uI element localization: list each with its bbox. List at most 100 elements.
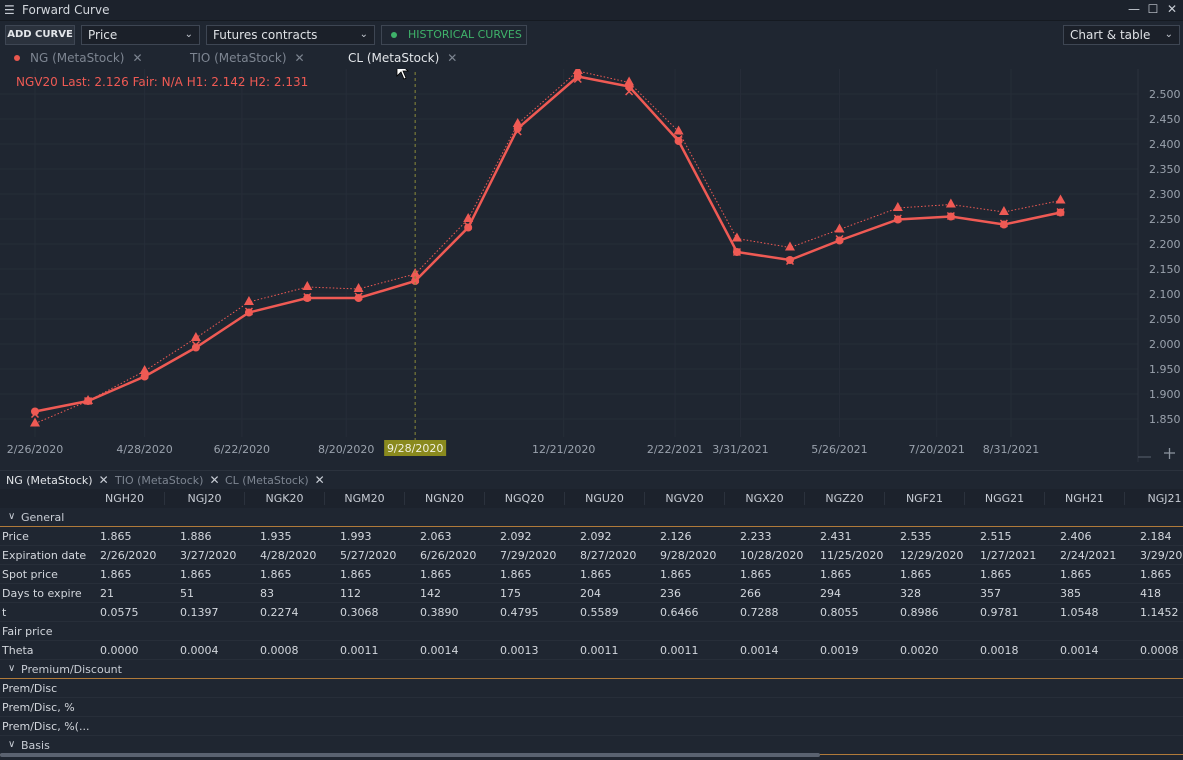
column-header[interactable]: NGN20 (405, 492, 485, 505)
y-tick-label: 2.250 (1149, 213, 1181, 226)
data-point-triangle (673, 125, 684, 135)
table-cell: 1.865 (500, 568, 532, 581)
row-label: Days to expire (2, 587, 82, 600)
hamburger-menu-icon[interactable]: ☰ (4, 3, 15, 17)
row-expiration: Expiration date 2/26/2020 3/27/2020 4/28/20… (0, 546, 1183, 565)
data-point-circle (31, 407, 39, 416)
column-header[interactable]: NGH20 (85, 492, 165, 505)
table-cell: 142 (420, 587, 441, 600)
chevron-down-icon[interactable]: ∨ (8, 663, 16, 674)
data-point-triangle (463, 213, 474, 222)
data-point-triangle (892, 202, 903, 211)
price-select[interactable]: Price ⌄ (81, 25, 200, 45)
add-curve-button[interactable]: ADD CURVE (5, 25, 75, 45)
table-cell: 5/27/2020 (340, 549, 397, 562)
table-cell: 0.0011 (580, 644, 619, 657)
tab-cl-metastock[interactable]: CL (MetaStock) ✕ (348, 51, 457, 65)
table-cell: 0.0575 (100, 606, 139, 619)
table-cell: 0.3890 (420, 606, 459, 619)
y-tick-label: 2.500 (1149, 88, 1181, 101)
table-tab-tio[interactable]: TIO (MetaStock) ✕ (115, 473, 220, 487)
y-tick-label: 2.000 (1149, 338, 1181, 351)
table-cell: 1.865 (580, 568, 612, 581)
tab-label: TIO (MetaStock) (190, 51, 287, 65)
table-cell: 0.0014 (740, 644, 779, 657)
chevron-down-icon: ⌄ (1164, 29, 1173, 40)
contracts-select[interactable]: Futures contracts ⌄ (206, 25, 375, 45)
column-header[interactable]: NGJ20 (165, 492, 245, 505)
column-header[interactable]: NGX20 (725, 492, 805, 505)
data-point-triangle (784, 241, 795, 251)
column-header[interactable]: NGG21 (965, 492, 1045, 505)
row-fair: Fair price (0, 622, 1183, 641)
row-price: Price 1.865 1.886 1.935 1.993 2.063 2.092 2.092… (0, 527, 1183, 546)
column-header[interactable]: NGK20 (245, 492, 325, 505)
x-tick-label: 8/31/2021 (983, 443, 1039, 456)
close-tab-icon[interactable]: ✕ (98, 473, 109, 487)
column-header[interactable]: NGZ20 (805, 492, 885, 505)
y-tick-label: 2.300 (1149, 188, 1181, 201)
data-point-triangle (945, 198, 956, 208)
data-point-triangle (190, 332, 201, 341)
series-dot-icon (14, 55, 20, 61)
data-point-triangle (731, 232, 742, 242)
table-tab-cl[interactable]: CL (MetaStock) ✕ (225, 473, 325, 487)
y-tick-label: 1.850 (1149, 413, 1181, 426)
column-header[interactable]: NGM20 (325, 492, 405, 505)
section-label: General (21, 511, 65, 524)
view-select-value: Chart & table (1070, 28, 1151, 42)
table-cell: 357 (980, 587, 1001, 600)
close-icon[interactable]: ✕ (1166, 2, 1178, 16)
maximize-icon[interactable]: ☐ (1147, 2, 1159, 16)
table-cell: 1.1452 (1140, 606, 1179, 619)
title-bar: ☰ Forward Curve — ☐ ✕ (0, 0, 1183, 21)
close-tab-icon[interactable]: ✕ (447, 51, 458, 65)
table-cell: 3/27/2020 (180, 549, 237, 562)
table-cell: 4/28/2020 (260, 549, 317, 562)
chevron-down-icon[interactable]: ∨ (8, 511, 16, 522)
close-tab-icon[interactable]: ✕ (132, 51, 143, 65)
section-premium-discount[interactable]: ∨ Premium/Discount (0, 660, 1183, 679)
forward-curve-chart[interactable]: 1.850 1.900 1.950 2.000 2.050 2.100 2.150 2.200… (0, 69, 1183, 462)
table-cell: 1.0548 (1060, 606, 1099, 619)
section-general[interactable]: ∨ General (0, 508, 1183, 527)
table-cell: 1/27/2021 (980, 549, 1037, 562)
table-cell: 2.431 (820, 530, 852, 543)
table-cell: 0.2274 (260, 606, 299, 619)
data-point-x (513, 127, 522, 136)
minimize-icon[interactable]: — (1128, 2, 1140, 16)
column-header[interactable]: NGU20 (565, 492, 645, 505)
data-point-x (244, 307, 253, 316)
horizontal-scrollbar[interactable] (0, 753, 820, 757)
y-tick-label: 1.950 (1149, 363, 1181, 376)
historical-curves-button[interactable]: HISTORICAL CURVES (381, 25, 527, 45)
column-header[interactable]: NGQ20 (485, 492, 565, 505)
table-cell: 1.865 (980, 568, 1012, 581)
y-tick-label: 2.150 (1149, 263, 1181, 276)
tab-label: NG (MetaStock) (30, 51, 125, 65)
close-tab-icon[interactable]: ✕ (314, 473, 325, 487)
table-cell: 9/28/2020 (660, 549, 717, 562)
y-tick-label: 1.900 (1149, 388, 1181, 401)
tab-tio-metastock[interactable]: TIO (MetaStock) ✕ (190, 51, 305, 65)
table-header: NGH20 NGJ20 NGK20 NGM20 NGN20 NGQ20 NGU20 NGV20… (0, 489, 1183, 508)
column-header[interactable]: NGF21 (885, 492, 965, 505)
row-label: Fair price (2, 625, 53, 638)
close-tab-icon[interactable]: ✕ (209, 473, 220, 487)
data-point-triangle (572, 69, 583, 74)
close-tab-icon[interactable]: ✕ (294, 51, 305, 65)
view-select[interactable]: Chart & table ⌄ (1063, 25, 1180, 45)
x-tick-label: 2/22/2021 (647, 443, 703, 456)
column-header[interactable]: NGJ21 (1125, 492, 1183, 505)
row-label: Price (2, 530, 29, 543)
table-cell: 2/26/2020 (100, 549, 157, 562)
column-header[interactable]: NGH21 (1045, 492, 1125, 505)
table-tab-ng[interactable]: NG (MetaStock) ✕ (6, 473, 109, 487)
table-cell: 0.0004 (180, 644, 219, 657)
chevron-down-icon[interactable]: ∨ (8, 739, 16, 750)
table-cell: 0.0008 (1140, 644, 1179, 657)
column-header[interactable]: NGV20 (645, 492, 725, 505)
tab-ng-metastock[interactable]: NG (MetaStock) ✕ (14, 51, 143, 65)
data-point-x (999, 219, 1008, 228)
row-spot: Spot price 1.865 1.865 1.865 1.865 1.865 1.865… (0, 565, 1183, 584)
